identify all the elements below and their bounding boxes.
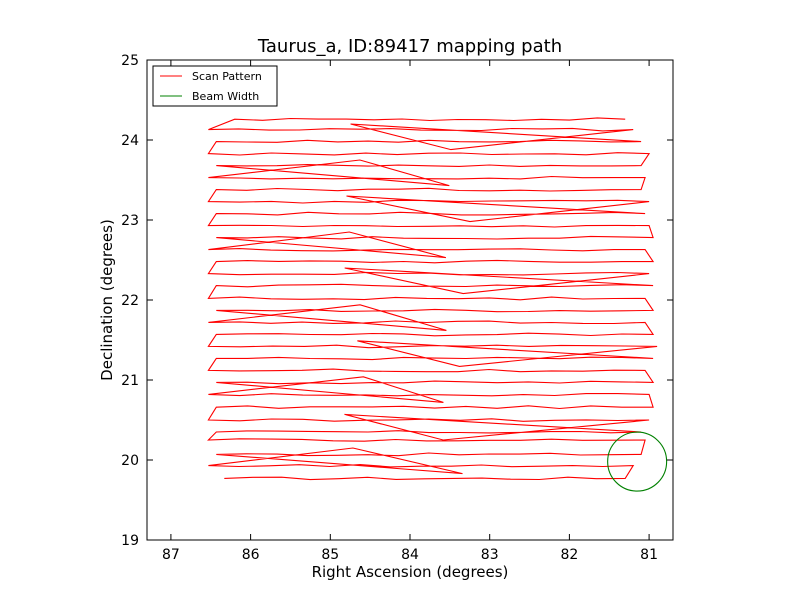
plot-frame <box>146 59 674 541</box>
x-tick-label: 86 <box>242 547 260 563</box>
y-tick-label: 23 <box>121 213 139 229</box>
y-tick-label: 20 <box>121 453 139 469</box>
legend-label-beam-width: Beam Width <box>192 90 259 103</box>
x-tick-label: 87 <box>162 547 180 563</box>
x-tick-label: 84 <box>401 547 419 563</box>
y-tick-label: 24 <box>121 133 139 149</box>
beam-width-circle <box>607 431 668 492</box>
y-tick-label: 19 <box>121 533 139 549</box>
y-tick-label: 22 <box>121 293 139 309</box>
legend-label-scan-pattern: Scan Pattern <box>192 70 262 83</box>
x-axis-label: Right Ascension (degrees) <box>312 563 509 581</box>
plot-area <box>207 117 668 492</box>
y-tick-label: 21 <box>121 373 139 389</box>
legend-box <box>152 65 278 107</box>
x-tick-label: 85 <box>321 547 339 563</box>
chart-title: Taurus_a, ID:89417 mapping path <box>257 36 562 57</box>
x-tick-label: 83 <box>481 547 499 563</box>
axis-ticks: 87 86 85 84 83 82 81 19 20 21 22 23 24 25 <box>121 53 673 563</box>
scan-pattern-line <box>207 117 658 481</box>
legend: Scan Pattern Beam Width <box>152 65 278 107</box>
x-tick-label: 82 <box>560 547 578 563</box>
y-axis-label: Declination (degrees) <box>98 219 116 381</box>
y-tick-label: 25 <box>121 53 139 69</box>
x-tick-label: 81 <box>640 547 658 563</box>
